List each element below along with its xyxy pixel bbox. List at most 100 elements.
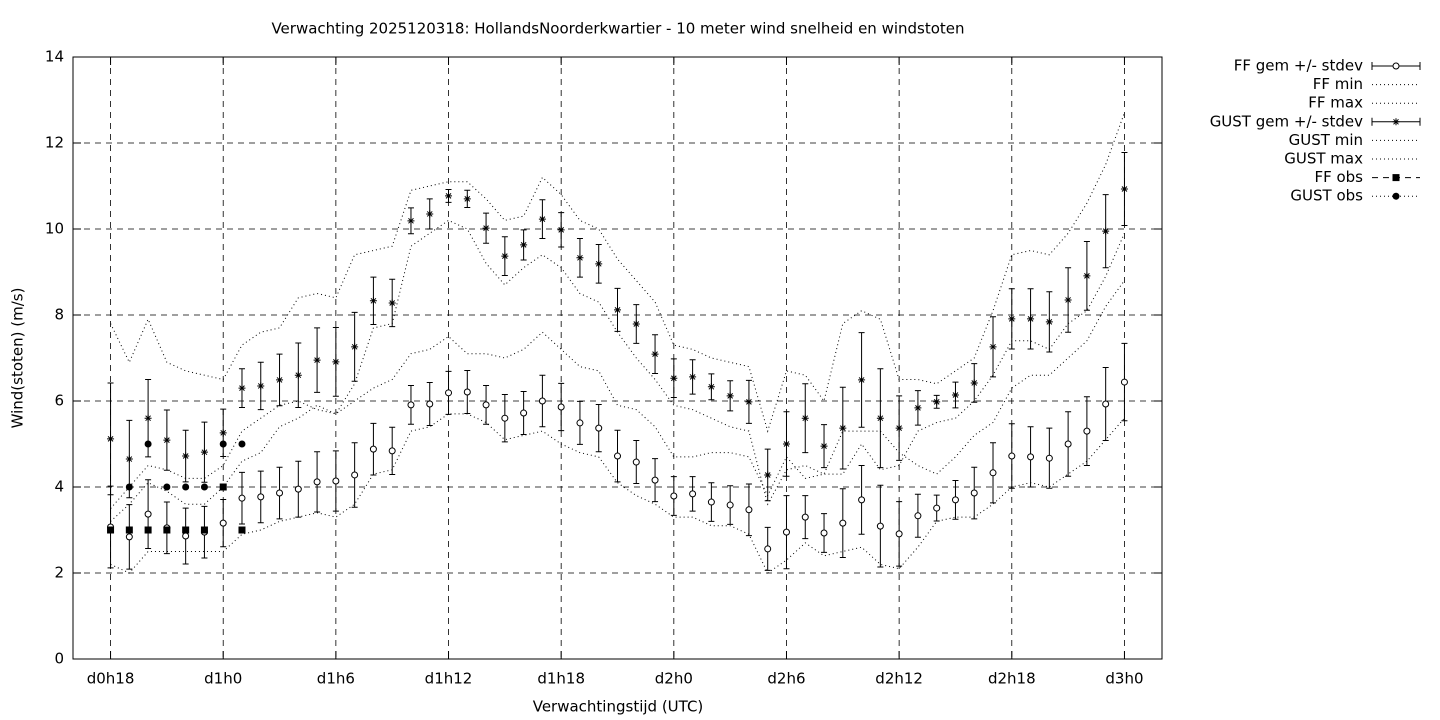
point-marker	[407, 401, 415, 409]
point-marker	[726, 392, 734, 400]
point-marker	[614, 306, 621, 314]
point-marker	[294, 371, 302, 379]
point-marker	[839, 424, 847, 432]
point-marker	[595, 260, 603, 268]
y-tick-label: 0	[54, 650, 64, 668]
point-marker	[764, 545, 772, 553]
point-marker	[1064, 296, 1072, 304]
point-marker	[219, 440, 227, 448]
point-marker	[951, 391, 959, 399]
point-marker	[144, 440, 152, 448]
point-marker	[520, 409, 528, 417]
legend-label: GUST gem +/- stdev	[1210, 112, 1363, 130]
point-marker	[1083, 272, 1091, 280]
point-marker	[632, 458, 640, 466]
point-marker	[200, 448, 208, 456]
point-marker	[445, 192, 453, 200]
point-marker	[182, 532, 190, 540]
point-marker	[970, 489, 978, 497]
x-tick-label: d1h6	[317, 670, 355, 688]
point-marker	[200, 483, 208, 491]
point-marker	[1120, 378, 1128, 386]
point-marker	[1027, 453, 1035, 461]
x-tick-label: d2h6	[767, 670, 805, 688]
point-marker	[182, 483, 190, 491]
point-marker	[520, 241, 528, 249]
x-tick-label: d1h0	[204, 670, 242, 688]
point-marker	[125, 455, 133, 463]
point-marker	[1045, 318, 1053, 326]
x-axis-label: Verwachtingstijd (UTC)	[533, 698, 704, 716]
legend-label: GUST obs	[1290, 187, 1363, 205]
point-marker	[933, 398, 941, 406]
point-marker	[745, 506, 753, 514]
point-marker	[313, 478, 321, 486]
point-marker	[895, 530, 903, 538]
legend-label: FF obs	[1314, 168, 1363, 186]
point-marker	[707, 383, 715, 391]
y-tick-label: 14	[45, 48, 64, 66]
point-marker	[407, 217, 415, 225]
line-series	[110, 219, 1125, 509]
point-marker	[426, 210, 434, 218]
point-marker	[369, 297, 377, 305]
point-marker	[163, 483, 171, 491]
point-marker	[257, 382, 265, 390]
x-tick-label: d1h12	[425, 670, 473, 688]
point-marker	[276, 489, 284, 497]
point-marker	[332, 358, 340, 366]
point-marker	[1008, 452, 1016, 460]
y-tick-label: 4	[54, 478, 64, 496]
point-marker	[182, 526, 190, 534]
point-marker	[163, 526, 171, 534]
point-marker	[538, 215, 546, 223]
x-tick-label: d2h0	[655, 670, 693, 688]
point-marker	[557, 403, 565, 411]
point-marker	[276, 376, 284, 384]
point-marker	[914, 404, 922, 412]
chart-title: Verwachting 2025120318: HollandsNoorderk…	[271, 20, 964, 38]
point-marker	[1102, 227, 1110, 235]
point-marker	[1120, 185, 1128, 193]
point-marker	[219, 429, 227, 437]
y-axis-label: Wind(stoten) (m/s)	[9, 288, 27, 429]
point-marker	[125, 483, 133, 491]
point-marker	[782, 440, 790, 448]
legend-marker	[1392, 174, 1400, 182]
legend-label: FF min	[1313, 75, 1363, 93]
point-marker	[726, 501, 734, 509]
point-marker	[970, 379, 978, 387]
y-tick-label: 2	[54, 564, 64, 582]
point-marker	[144, 526, 152, 534]
point-marker	[670, 374, 678, 382]
point-marker	[426, 400, 434, 408]
point-marker	[107, 435, 115, 443]
x-tick-label: d1h18	[537, 670, 585, 688]
point-marker	[163, 436, 171, 444]
point-marker	[689, 373, 697, 381]
point-marker	[257, 493, 265, 501]
point-marker	[144, 510, 152, 518]
point-marker	[388, 447, 396, 455]
point-marker	[632, 320, 640, 328]
point-marker	[876, 522, 884, 530]
y-tick-label: 12	[45, 134, 64, 152]
plot-frame	[72, 56, 1163, 660]
point-marker	[501, 252, 509, 260]
point-marker	[219, 519, 227, 527]
point-marker	[107, 526, 115, 534]
point-marker	[388, 299, 396, 307]
legend-marker	[1392, 118, 1400, 126]
point-marker	[144, 414, 152, 422]
point-marker	[745, 398, 753, 406]
point-marker	[595, 424, 603, 432]
legend-label: GUST max	[1284, 150, 1363, 168]
point-marker	[294, 485, 302, 493]
legend-marker	[1392, 192, 1400, 200]
point-marker	[219, 483, 227, 491]
point-marker	[200, 526, 208, 534]
legend-label: GUST min	[1289, 131, 1363, 149]
point-marker	[351, 343, 359, 351]
point-marker	[125, 533, 133, 541]
